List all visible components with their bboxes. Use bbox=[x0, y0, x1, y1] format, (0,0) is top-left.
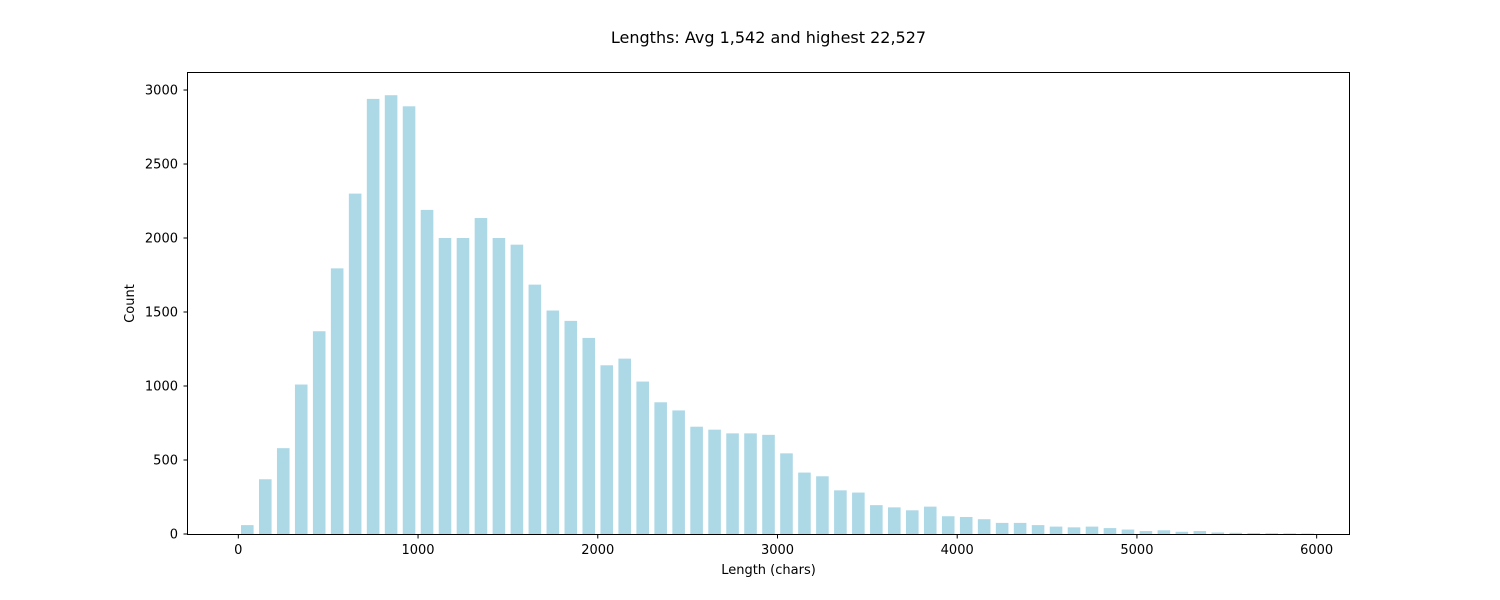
histogram-bar bbox=[1049, 526, 1063, 534]
bars-group bbox=[241, 95, 1314, 535]
histogram-bar bbox=[384, 95, 398, 534]
x-tick-label: 6000 bbox=[1300, 543, 1333, 558]
histogram-bar bbox=[510, 244, 524, 534]
histogram-bar bbox=[474, 218, 488, 535]
histogram-bar bbox=[672, 410, 685, 534]
histogram-bar bbox=[852, 492, 865, 534]
histogram-bar bbox=[312, 331, 326, 534]
histogram-bar bbox=[294, 384, 308, 534]
y-tick-label: 2500 bbox=[145, 158, 178, 173]
histogram-bar bbox=[995, 522, 1009, 534]
y-tick-label: 500 bbox=[153, 454, 178, 469]
histogram-bar bbox=[726, 433, 739, 534]
x-tick-label: 5000 bbox=[1120, 543, 1153, 558]
histogram-bar bbox=[798, 472, 811, 534]
histogram-bar bbox=[258, 479, 272, 534]
histogram-bar bbox=[276, 448, 290, 534]
x-tick-label: 3000 bbox=[761, 543, 794, 558]
histogram-bar bbox=[977, 519, 991, 534]
y-tick-label: 0 bbox=[170, 528, 178, 543]
histogram-bar bbox=[1265, 533, 1279, 534]
histogram-bar bbox=[941, 516, 955, 534]
histogram-bar bbox=[528, 284, 542, 534]
histogram-bar bbox=[1247, 533, 1261, 534]
histogram-bar bbox=[816, 476, 829, 534]
histogram-bar bbox=[762, 434, 775, 534]
histogram-bar bbox=[1121, 529, 1135, 534]
histogram-bar bbox=[744, 433, 757, 534]
y-tick-label: 1000 bbox=[145, 380, 178, 395]
histogram-bar bbox=[330, 268, 344, 534]
histogram-bar bbox=[456, 238, 470, 534]
histogram-bar bbox=[241, 525, 254, 534]
x-tick-label: 2000 bbox=[581, 543, 614, 558]
histogram-bar bbox=[870, 505, 883, 534]
histogram-bar bbox=[1211, 532, 1225, 534]
histogram-bar bbox=[492, 238, 506, 534]
histogram-bar bbox=[1175, 531, 1189, 534]
histogram-bar bbox=[1085, 526, 1099, 534]
histogram-bar bbox=[780, 453, 793, 534]
histogram-bar bbox=[564, 320, 578, 534]
histogram-bar bbox=[1031, 525, 1045, 534]
histogram-bar bbox=[348, 193, 362, 535]
histogram-bar bbox=[1139, 531, 1153, 534]
histogram-bar bbox=[708, 429, 721, 534]
x-tick-label: 4000 bbox=[941, 543, 974, 558]
chart-title: Lengths: Avg 1,542 and highest 22,527 bbox=[611, 28, 926, 47]
histogram-bar bbox=[1193, 531, 1207, 534]
histogram-bar bbox=[582, 337, 596, 534]
histogram-bar bbox=[888, 507, 901, 534]
histogram-bar bbox=[959, 516, 973, 534]
histogram-bar bbox=[690, 426, 703, 534]
histogram-bar bbox=[618, 358, 632, 534]
histogram-bar bbox=[438, 238, 452, 534]
histogram-bar bbox=[1283, 533, 1296, 534]
x-axis-ticks: 0 1000 2000 3000 4000 5000 6000 bbox=[234, 534, 1333, 558]
histogram-bar bbox=[1157, 530, 1171, 534]
histogram-bar bbox=[402, 106, 416, 534]
histogram-bar bbox=[654, 402, 667, 534]
histogram-bar bbox=[905, 510, 919, 534]
histogram-bar bbox=[1103, 528, 1117, 534]
y-tick-label: 2000 bbox=[145, 232, 178, 247]
histogram-bar bbox=[636, 381, 649, 534]
histogram-bar bbox=[366, 98, 380, 535]
histogram-bar bbox=[546, 310, 560, 534]
y-axis-ticks: 0 500 1000 1500 2000 2500 3000 bbox=[145, 84, 188, 543]
histogram-bar bbox=[834, 490, 847, 534]
x-tick-label: 0 bbox=[234, 543, 242, 558]
y-tick-label: 1500 bbox=[145, 306, 178, 321]
x-tick-label: 1000 bbox=[401, 543, 434, 558]
plot-frame bbox=[187, 72, 1350, 535]
histogram-bar bbox=[1013, 522, 1027, 534]
histogram-bar bbox=[600, 365, 614, 534]
histogram-bar bbox=[1229, 532, 1243, 534]
histogram-bar bbox=[1067, 527, 1081, 534]
histogram-bar bbox=[420, 209, 434, 535]
histogram-bar bbox=[923, 506, 937, 534]
y-tick-label: 3000 bbox=[145, 84, 178, 99]
x-axis-label: Length (chars) bbox=[721, 563, 816, 578]
y-axis-label: Count bbox=[123, 284, 138, 323]
